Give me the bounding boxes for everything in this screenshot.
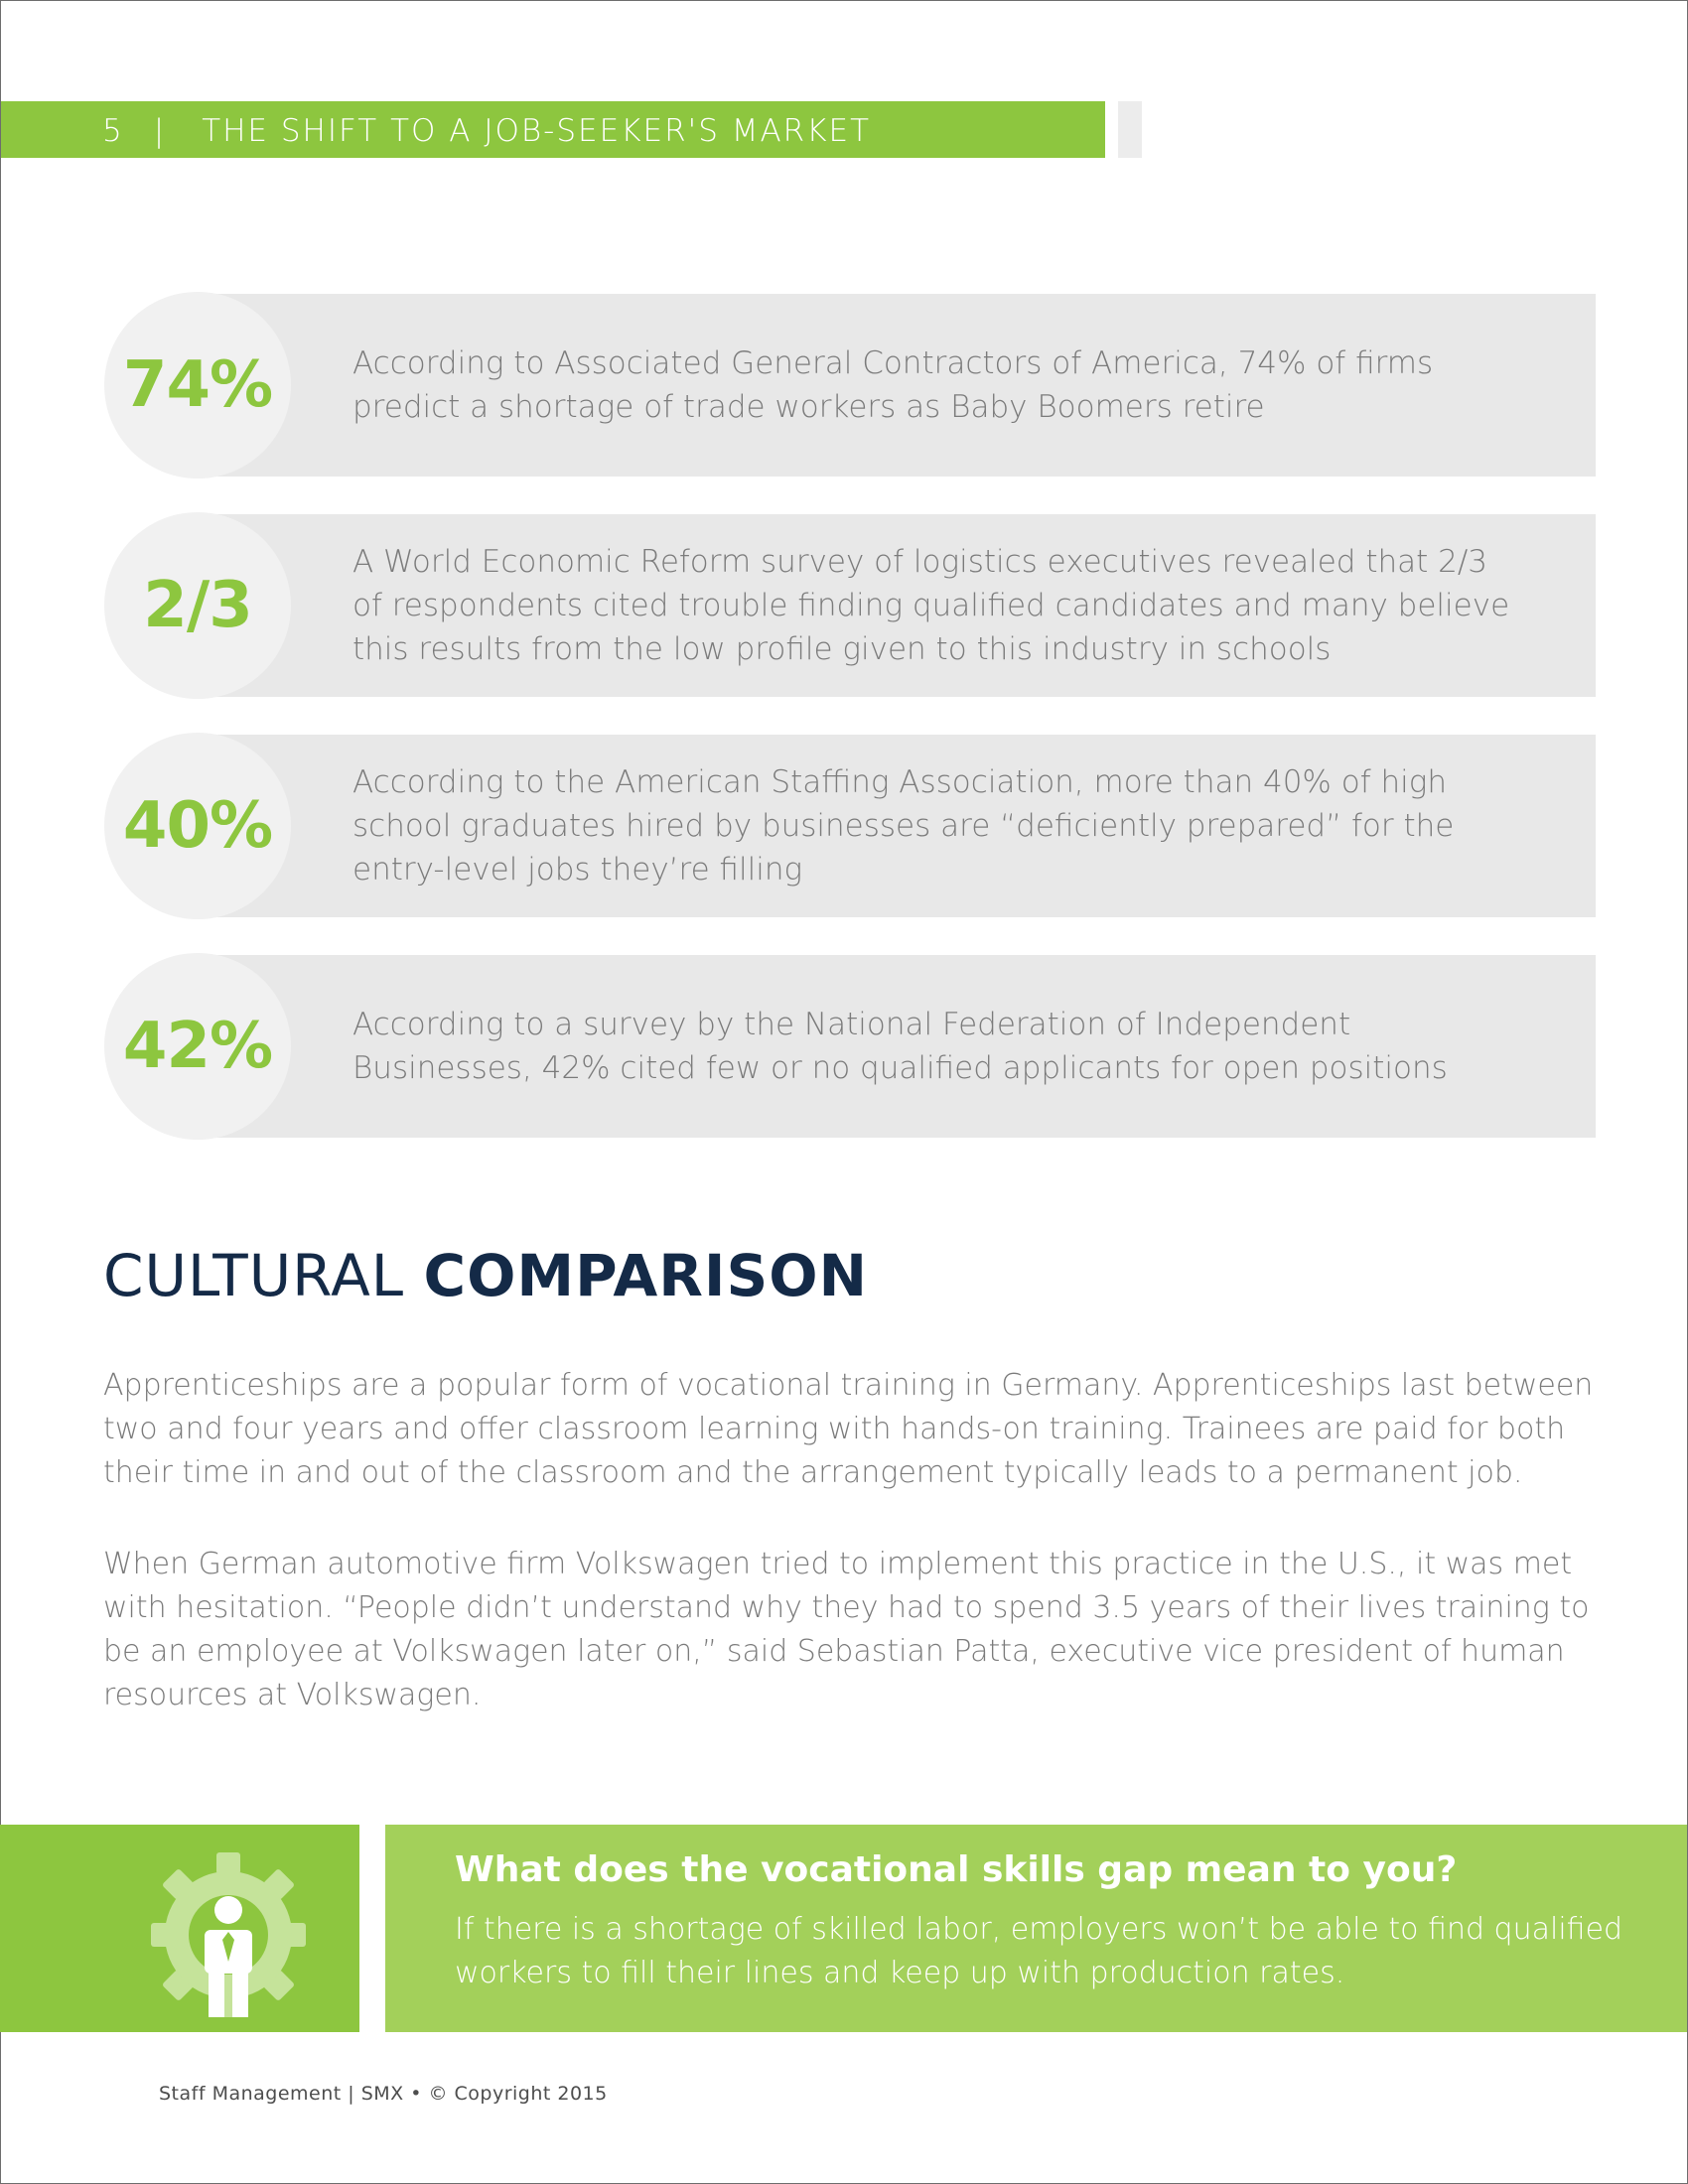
stat-description: According to Associated General Contract…	[352, 292, 1544, 478]
stat-line: According to a survey by the National Fe…	[352, 1007, 1351, 1042]
stat-line: Businesses, 42% cited few or no qualifie…	[352, 1050, 1448, 1086]
stat-line: A World Economic Reform survey of logist…	[352, 544, 1488, 580]
stat-description: According to a survey by the National Fe…	[352, 953, 1544, 1140]
stat-panel	[182, 514, 1596, 697]
stat-value: 2/3	[143, 569, 252, 642]
section-title-bold: COMPARISON	[423, 1242, 869, 1309]
callout-body: If there is a shortage of skilled labor,…	[455, 1912, 1623, 1990]
stat-circle	[104, 512, 291, 699]
stat-circle	[104, 733, 291, 919]
section-title: CULTURAL COMPARISON	[103, 1241, 868, 1310]
stat-description: A World Economic Reform survey of logist…	[352, 512, 1544, 699]
chapter-title: THE SHIFT TO A JOB-SEEKER'S MARKET	[202, 113, 872, 149]
body-paragraph: Apprenticeships are a popular form of vo…	[103, 1368, 1594, 1490]
stat-description: According to the American Staffing Assoc…	[352, 733, 1544, 919]
callout-panel	[385, 1825, 1687, 2032]
header-accent-block	[1118, 101, 1142, 158]
running-header: 5 | THE SHIFT TO A JOB-SEEKER'S MARKET	[102, 111, 871, 151]
stat-row: 42% According to a survey by the Nationa…	[104, 953, 1596, 1140]
stat-row: 40% According to the American Staffing A…	[104, 733, 1596, 919]
stat-line: this results from the low profile given …	[352, 631, 1332, 667]
stat-line: predict a shortage of trade workers as B…	[352, 389, 1265, 425]
gear-person-icon	[151, 1852, 306, 2017]
stat-circle	[104, 292, 291, 478]
section-title-light: CULTURAL	[103, 1242, 424, 1309]
body-paragraph: When German automotive firm Volkswagen t…	[103, 1547, 1590, 1712]
stat-value: 74%	[122, 348, 273, 422]
stat-panel	[182, 735, 1596, 917]
stat-circle	[104, 953, 291, 1140]
stat-line: According to the American Staffing Assoc…	[352, 764, 1447, 800]
header-separator: |	[153, 113, 167, 149]
header-bar	[1, 101, 1105, 158]
stat-row: 74% According to Associated General Cont…	[104, 292, 1596, 478]
stat-value: 40%	[122, 789, 273, 863]
stat-line: of respondents cited trouble finding qua…	[352, 588, 1510, 623]
callout-title: What does the vocational skills gap mean…	[455, 1849, 1458, 1890]
stat-panel	[182, 955, 1596, 1138]
stat-value: 42%	[122, 1010, 273, 1083]
footer-copyright: Staff Management | SMX • © Copyright 201…	[159, 2083, 608, 2105]
stat-line: entry-level jobs they’re filling	[352, 852, 803, 887]
page-number: 5	[102, 113, 124, 149]
stat-line: school graduates hired by businesses are…	[352, 808, 1455, 844]
stat-panel	[182, 294, 1596, 477]
stat-line: According to Associated General Contract…	[352, 345, 1434, 381]
stat-row: 2/3 A World Economic Reform survey of lo…	[104, 512, 1596, 699]
